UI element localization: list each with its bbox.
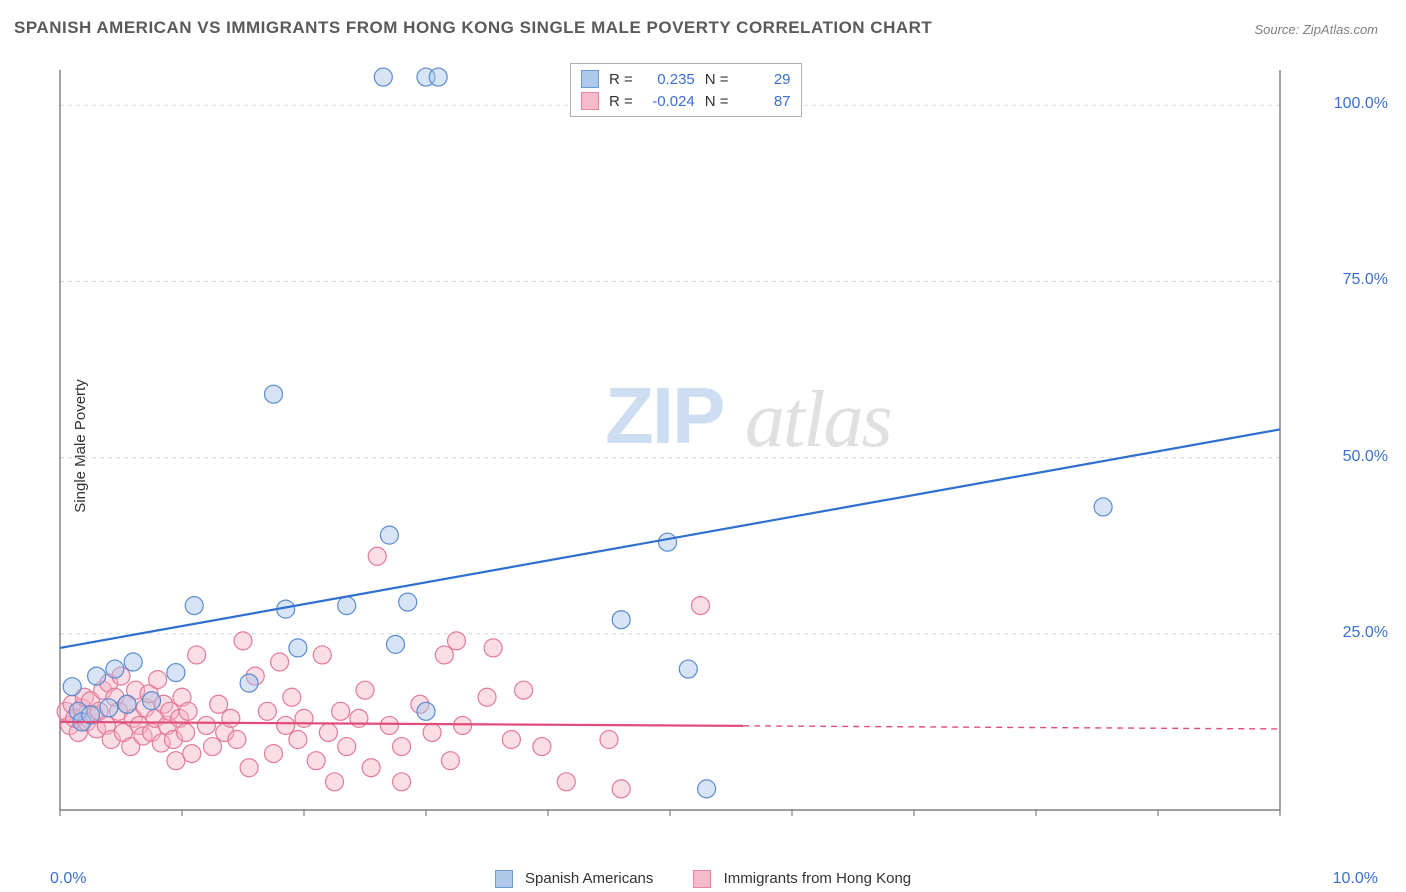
r-value-series2: -0.024 [643,93,695,110]
source-attribution: Source: ZipAtlas.com [1254,22,1378,37]
y-tick-label: 25.0% [1343,624,1388,642]
legend-swatch-icon [693,870,711,888]
legend-label-series1: Spanish Americans [525,870,653,887]
watermark-zip: ZIP [605,370,723,462]
legend-swatch-icon [581,92,599,110]
watermark-atlas: atlas [745,375,891,466]
legend-row-series2: R = -0.024 N = 87 [581,90,791,112]
chart-title: SPANISH AMERICAN VS IMMIGRANTS FROM HONG… [14,18,932,38]
y-tick-label: 75.0% [1343,271,1388,289]
n-label: N = [705,71,729,88]
legend-item-series2: Immigrants from Hong Kong [693,870,911,888]
n-value-series2: 87 [739,93,791,110]
n-value-series1: 29 [739,71,791,88]
r-value-series1: 0.235 [643,71,695,88]
n-label: N = [705,93,729,110]
r-label: R = [609,93,633,110]
legend-label-series2: Immigrants from Hong Kong [724,870,912,887]
correlation-legend: R = 0.235 N = 29 R = -0.024 N = 87 [570,63,802,117]
y-tick-label: 50.0% [1343,448,1388,466]
r-label: R = [609,71,633,88]
legend-row-series1: R = 0.235 N = 29 [581,68,791,90]
y-tick-label: 100.0% [1334,95,1388,113]
series-legend: Spanish Americans Immigrants from Hong K… [0,870,1406,888]
legend-item-series1: Spanish Americans [495,870,654,888]
legend-swatch-icon [495,870,513,888]
legend-swatch-icon [581,70,599,88]
